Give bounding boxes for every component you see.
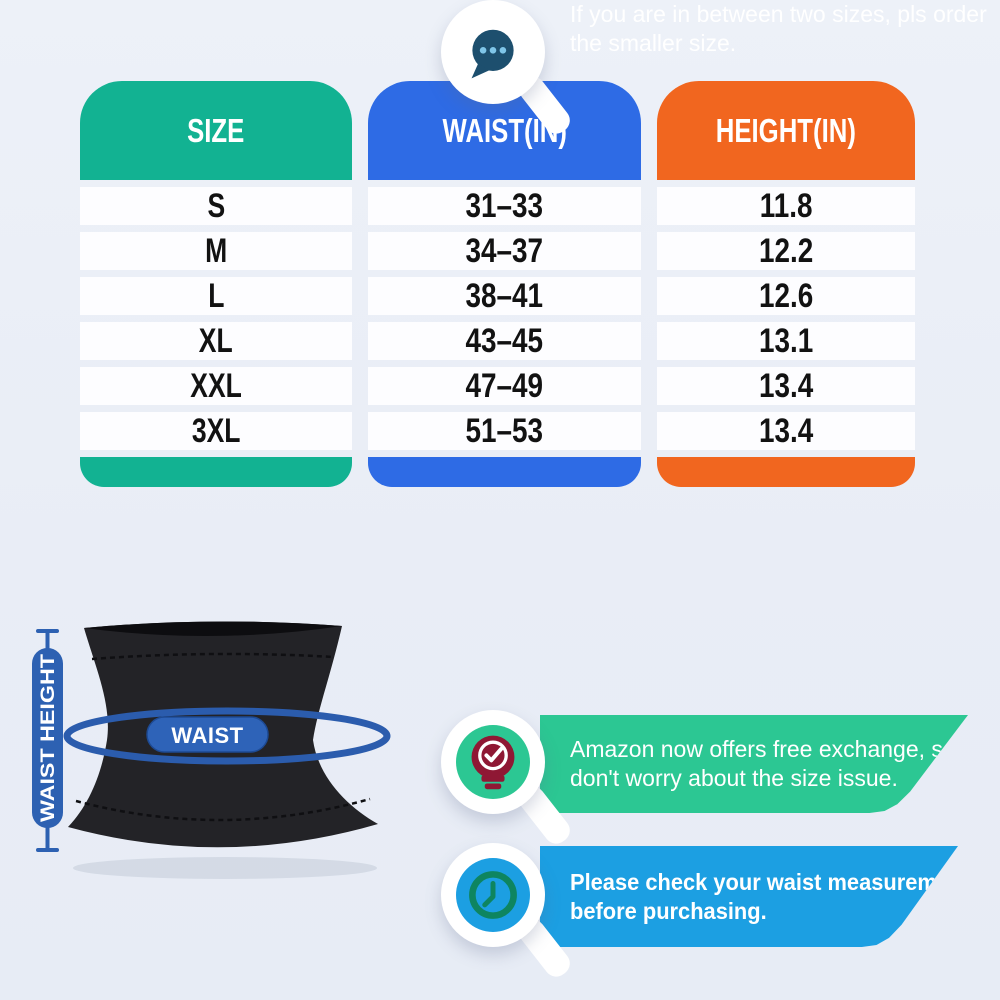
lightbulb-check-icon (471, 735, 515, 790)
waist-height-label: WAIST HEIGHT (38, 654, 59, 822)
table-cell: XL (80, 322, 352, 360)
ground-shadow (73, 857, 377, 879)
callout-text-line1: Amazon now offers free exchange, so (570, 736, 956, 762)
waist-measure-ellipse (63, 707, 391, 765)
icon-disc (456, 15, 530, 89)
table-cell: L (80, 277, 352, 315)
table-cell: 34–37 (368, 232, 641, 270)
callout-text-line1: If you are in between two sizes, pls ord… (570, 1, 987, 27)
callout-between-sizes: If you are in between two sizes, pls ord… (430, 0, 1000, 160)
waist-trainer-rim (84, 621, 342, 637)
callout-text-line2: don't worry about the size issue. (570, 765, 898, 791)
waist-height-pill (32, 648, 63, 828)
icon-ring (441, 0, 545, 104)
table-footer-bar (657, 457, 915, 487)
table-footer-bar (368, 457, 641, 487)
callout-text-line2: the smaller size. (570, 30, 737, 56)
icon-ring (441, 710, 545, 814)
icon-ring (441, 843, 545, 947)
column-header-height: HEIGHT(IN) (657, 81, 915, 180)
callout-banner: Please check your waist measurement befo… (540, 846, 958, 947)
callout-banner: If you are in between two sizes, pls ord… (540, 0, 1000, 58)
icon-disc (456, 725, 530, 799)
table-cell: 13.1 (657, 322, 915, 360)
table-cell: 12.6 (657, 277, 915, 315)
callout-check-measurement: Please check your waist measurement befo… (430, 843, 1000, 1000)
table-cell: 12.2 (657, 232, 915, 270)
table-cell: 13.4 (657, 412, 915, 450)
height-ruler (36, 629, 59, 852)
icon-disc (456, 858, 530, 932)
chat-dots-icon (471, 29, 514, 79)
table-cell: 13.4 (657, 367, 915, 405)
callout-banner: Amazon now offers free exchange, so don'… (540, 715, 968, 813)
table-cell: XXL (80, 367, 352, 405)
table-footer-bar (80, 457, 352, 487)
size-table: SIZE S M L XL XXL 3XL WAIST(IN) 31–33 34… (80, 81, 915, 487)
table-cell: 47–49 (368, 367, 641, 405)
table-cell: M (80, 232, 352, 270)
waist-trainer-illustration: WAIST WAIST HEIGHT (32, 621, 391, 879)
table-cell: 43–45 (368, 322, 641, 360)
callout-text-line2: before purchasing. (570, 897, 767, 924)
waist-label-pill (146, 716, 269, 753)
clock-icon (469, 871, 517, 919)
table-cell: 3XL (80, 412, 352, 450)
stitch-line-bottom (75, 797, 371, 822)
table-cell: 51–53 (368, 412, 641, 450)
table-cell: S (80, 187, 352, 225)
waist-label: WAIST (171, 723, 243, 748)
column-header-size: SIZE (80, 81, 352, 180)
table-cell: 31–33 (368, 187, 641, 225)
callout-text-line1: Please check your waist measurement (570, 868, 970, 895)
callout-free-exchange: Amazon now offers free exchange, so don'… (430, 710, 1000, 870)
table-cell: 38–41 (368, 277, 641, 315)
table-cell: 11.8 (657, 187, 915, 225)
stitch-line-top (91, 652, 335, 661)
